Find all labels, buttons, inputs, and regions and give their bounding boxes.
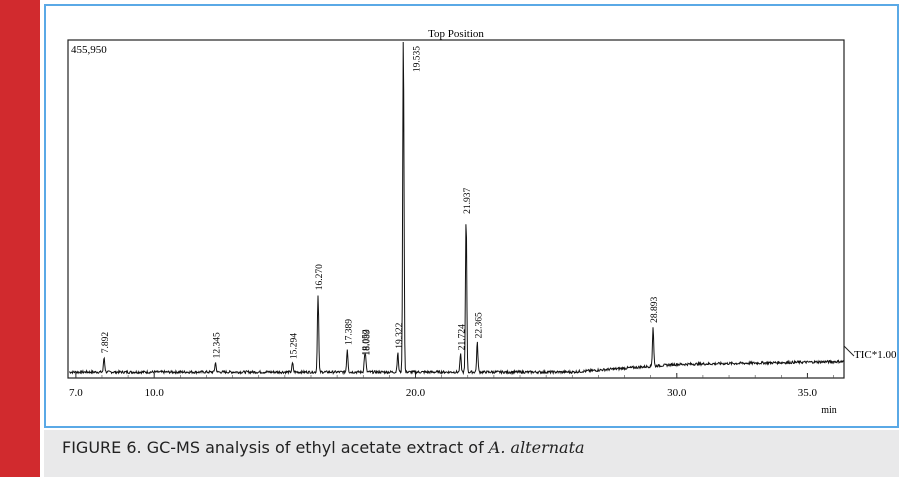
peak-labels: 7.892 12.345 15.294 16.270 17.389 18.05218.08…: [101, 46, 660, 359]
y-max-label: 455,950: [71, 44, 107, 56]
accent-bar: [0, 0, 40, 477]
peak-label: 19.322: [395, 322, 405, 348]
figure-caption: FIGURE 6. GC-MS analysis of ethyl acetat…: [44, 430, 899, 477]
caption-text: FIGURE 6. GC-MS analysis of ethyl acetat…: [62, 438, 489, 457]
peak-label: 19.535: [412, 46, 422, 72]
peak-label: 16.270: [315, 264, 325, 290]
peak-label: 17.389: [344, 319, 354, 345]
peak-label: 21.937: [463, 188, 473, 214]
x-tick-label: 35.0: [798, 387, 818, 399]
x-tick-label: 20.0: [406, 387, 426, 399]
figure-frame: Top Position 455,950 min TIC*1.00 7.0 10.…: [44, 4, 899, 428]
peak-label: 7.892: [101, 332, 111, 354]
peak-label: 18.089: [363, 329, 373, 355]
peak-label: 28.893: [650, 296, 660, 322]
chart-title: Top Position: [428, 28, 484, 40]
x-axis: 7.0 10.0 20.0 30.0 35.0: [69, 373, 834, 399]
trace-label: TIC*1.00: [854, 349, 897, 361]
plot-border: [67, 39, 845, 379]
tic-trace: [69, 41, 844, 376]
chromatogram-chart: Top Position 455,950 min TIC*1.00 7.0 10.…: [67, 28, 897, 416]
peak-label: 21.724: [458, 324, 468, 350]
x-unit-label: min: [821, 405, 837, 416]
peak-label: 18.052: [362, 329, 372, 355]
x-tick-label: 30.0: [667, 387, 687, 399]
peak-label: 12.345: [212, 332, 222, 358]
tic-trace-line: [69, 41, 844, 376]
x-tick-label: 10.0: [145, 387, 165, 399]
trace-label-leader: [843, 345, 855, 357]
peak-label: 15.294: [290, 333, 300, 359]
x-tick-label: 7.0: [69, 387, 83, 399]
caption-species: A. alternata: [488, 438, 585, 457]
peak-label: 22.365: [474, 312, 484, 338]
